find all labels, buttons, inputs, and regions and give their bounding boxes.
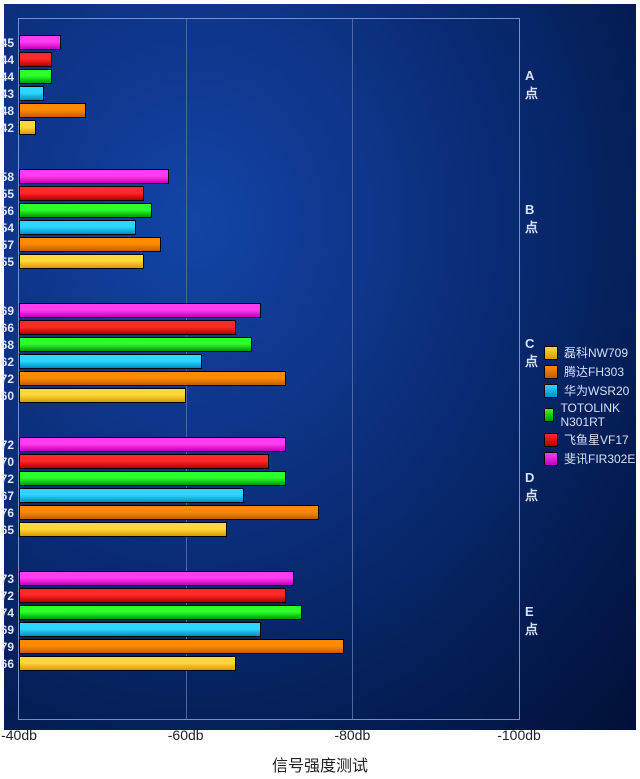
bar-value-label: -55 bbox=[0, 255, 14, 269]
bar: -55 bbox=[19, 254, 144, 269]
legend-label: 飞鱼星VF17 bbox=[564, 431, 629, 448]
bar: -56 bbox=[19, 203, 152, 218]
gridline bbox=[352, 19, 353, 719]
legend-label: 磊科NW709 bbox=[564, 344, 628, 361]
bar-value-label: -72 bbox=[0, 372, 14, 386]
group-label: C点 bbox=[525, 336, 538, 370]
legend-item: 飞鱼星VF17 bbox=[544, 431, 636, 448]
bar: -67 bbox=[19, 488, 244, 503]
bar: -74 bbox=[19, 605, 302, 620]
chart-canvas: -40db -60db -80db -100db -45 -44 -44 -43 -48 -42 A… bbox=[0, 0, 640, 779]
legend-label: TOTOLINK N301RT bbox=[560, 401, 636, 429]
legend-swatch bbox=[544, 408, 554, 422]
bar: -76 bbox=[19, 505, 319, 520]
bar-value-label: -45 bbox=[0, 36, 14, 50]
bar: -54 bbox=[19, 220, 136, 235]
bar: -72 bbox=[19, 437, 286, 452]
bar: -69 bbox=[19, 622, 261, 637]
bar-value-label: -69 bbox=[0, 304, 14, 318]
bar-value-label: -55 bbox=[0, 187, 14, 201]
legend-swatch bbox=[544, 452, 558, 466]
legend-label: 华为WSR20 bbox=[564, 382, 629, 399]
bar-value-label: -72 bbox=[0, 472, 14, 486]
legend-swatch bbox=[544, 384, 558, 398]
bar: -55 bbox=[19, 186, 144, 201]
chart-caption: 信号强度测试 bbox=[0, 752, 640, 776]
bar-value-label: -76 bbox=[0, 506, 14, 520]
bar-value-label: -62 bbox=[0, 355, 14, 369]
bar-value-label: -69 bbox=[0, 623, 14, 637]
bar: -68 bbox=[19, 337, 252, 352]
bar-value-label: -48 bbox=[0, 104, 14, 118]
x-axis-tick: -80db bbox=[334, 727, 370, 743]
bar: -60 bbox=[19, 388, 186, 403]
bar-value-label: -72 bbox=[0, 589, 14, 603]
bar: -72 bbox=[19, 588, 286, 603]
bar-value-label: -42 bbox=[0, 121, 14, 135]
bar: -66 bbox=[19, 656, 236, 671]
bar: -43 bbox=[19, 86, 44, 101]
bar: -70 bbox=[19, 454, 269, 469]
bar-value-label: -58 bbox=[0, 170, 14, 184]
group-label: D点 bbox=[525, 470, 538, 504]
bar-value-label: -74 bbox=[0, 606, 14, 620]
bar: -72 bbox=[19, 371, 286, 386]
chart-background: -40db-60db-80db-100db-45-44-44-43-48-42A… bbox=[4, 4, 636, 730]
bar-value-label: -54 bbox=[0, 221, 14, 235]
group-label: B点 bbox=[525, 202, 538, 236]
bar-value-label: -65 bbox=[0, 523, 14, 537]
bar: -62 bbox=[19, 354, 202, 369]
legend-item: 华为WSR20 bbox=[544, 382, 636, 399]
legend-item: TOTOLINK N301RT bbox=[544, 401, 636, 429]
bar-value-label: -72 bbox=[0, 438, 14, 452]
x-axis-tick: -100db bbox=[497, 727, 541, 743]
plot-area: -40db-60db-80db-100db-45-44-44-43-48-42A… bbox=[18, 18, 520, 720]
bar: -45 bbox=[19, 35, 61, 50]
bar: -42 bbox=[19, 120, 36, 135]
group-label: A点 bbox=[525, 68, 538, 102]
bar-value-label: -56 bbox=[0, 204, 14, 218]
legend-item: 腾达FH303 bbox=[544, 363, 636, 380]
bar-value-label: -44 bbox=[0, 53, 14, 67]
legend-label: 腾达FH303 bbox=[564, 363, 624, 380]
group-label: E点 bbox=[525, 604, 538, 638]
bar-value-label: -57 bbox=[0, 238, 14, 252]
bar-value-label: -68 bbox=[0, 338, 14, 352]
bar-value-label: -73 bbox=[0, 572, 14, 586]
legend-swatch bbox=[544, 365, 558, 379]
bar-value-label: -43 bbox=[0, 87, 14, 101]
x-axis-tick: -60db bbox=[168, 727, 204, 743]
legend-item: 磊科NW709 bbox=[544, 344, 636, 361]
bar: -44 bbox=[19, 69, 52, 84]
bar: -69 bbox=[19, 303, 261, 318]
bar-value-label: -60 bbox=[0, 389, 14, 403]
bar-value-label: -66 bbox=[0, 321, 14, 335]
x-axis-tick: -40db bbox=[1, 727, 37, 743]
bar-value-label: -67 bbox=[0, 489, 14, 503]
bar: -65 bbox=[19, 522, 227, 537]
bar: -44 bbox=[19, 52, 52, 67]
legend: 磊科NW709 腾达FH303 华为WSR20 TOTOLINK N301RT 飞鱼星V… bbox=[544, 342, 636, 469]
bar-value-label: -70 bbox=[0, 455, 14, 469]
bar: -57 bbox=[19, 237, 161, 252]
bar-value-label: -66 bbox=[0, 657, 14, 671]
bar: -58 bbox=[19, 169, 169, 184]
legend-item: 斐讯FIR302E bbox=[544, 450, 636, 467]
legend-swatch bbox=[544, 433, 558, 447]
bar: -48 bbox=[19, 103, 86, 118]
bar-value-label: -79 bbox=[0, 640, 14, 654]
bar-value-label: -44 bbox=[0, 70, 14, 84]
bar: -73 bbox=[19, 571, 294, 586]
bar: -79 bbox=[19, 639, 344, 654]
legend-swatch bbox=[544, 346, 558, 360]
bar: -72 bbox=[19, 471, 286, 486]
bar: -66 bbox=[19, 320, 236, 335]
legend-label: 斐讯FIR302E bbox=[564, 450, 635, 467]
